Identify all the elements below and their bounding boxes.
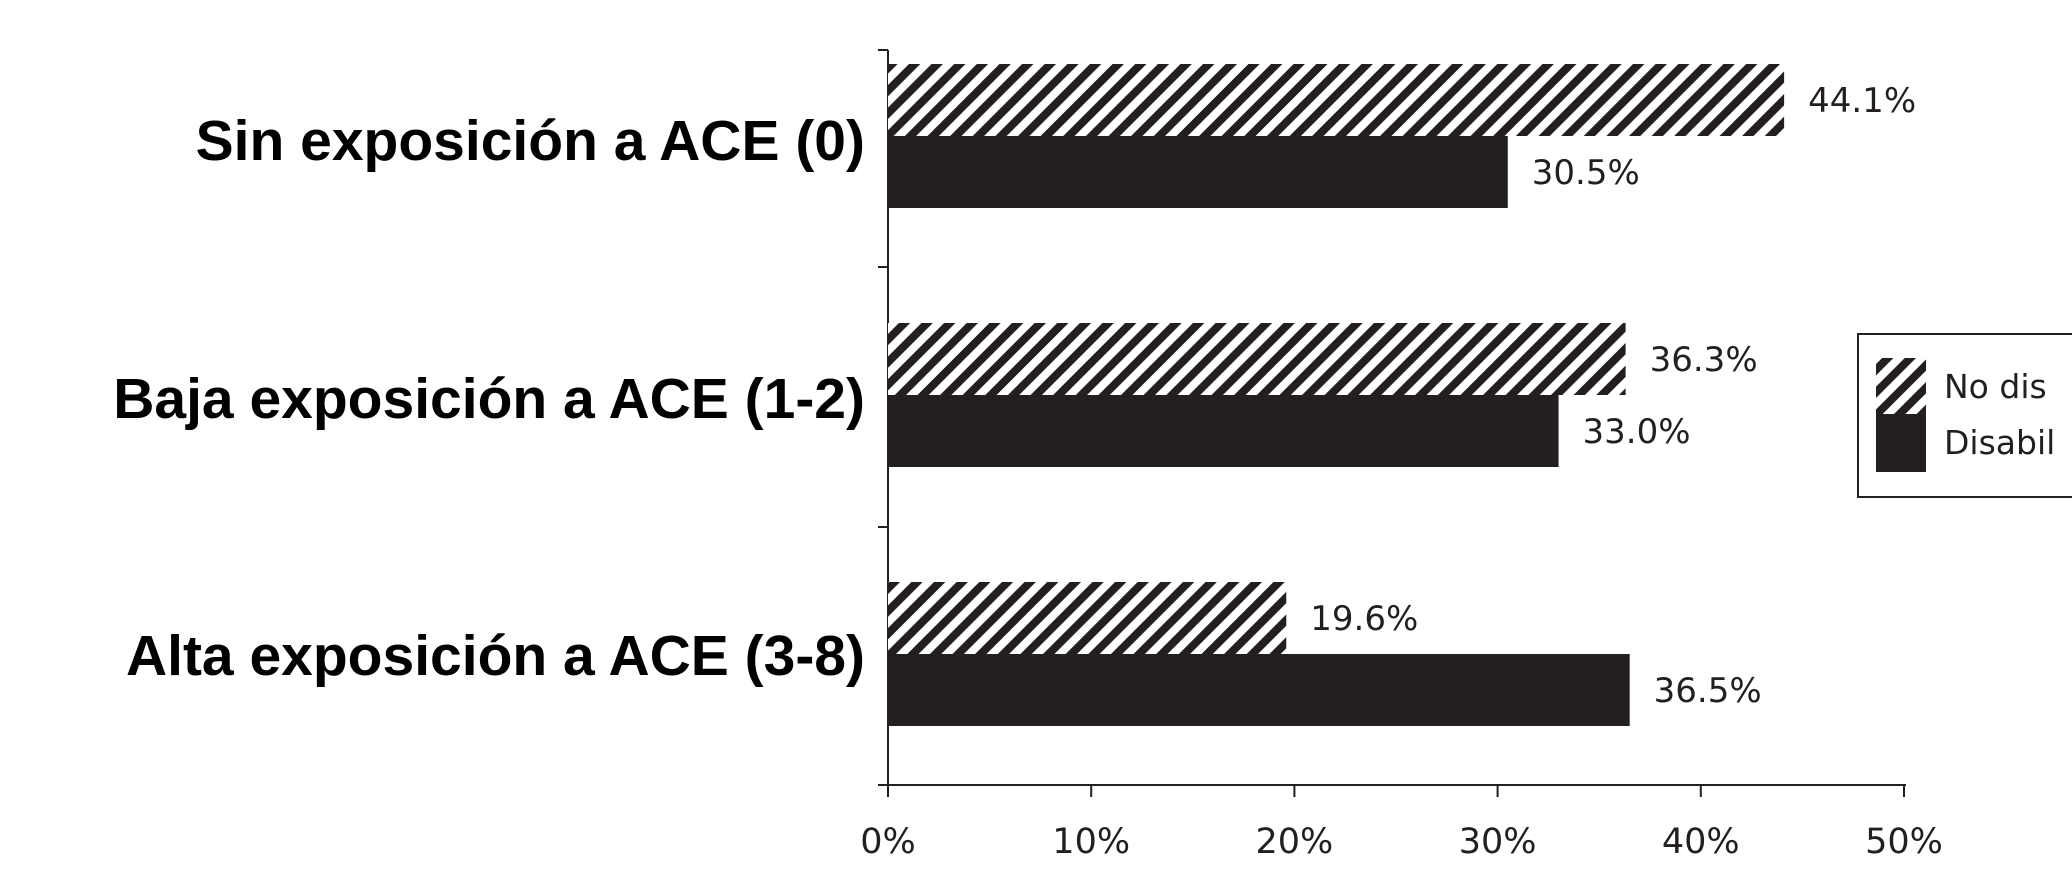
data-label: 36.3% xyxy=(1650,340,1758,380)
bar-hatched xyxy=(888,323,1626,395)
bar-solid xyxy=(888,136,1508,208)
data-label: 30.5% xyxy=(1532,153,1640,193)
plot-area: 0% 10% 20% 30% 40% 50% Sin exposición a ACE (0… xyxy=(113,49,1943,862)
x-tick-label: 10% xyxy=(1052,822,1130,862)
legend: No dis Disabil xyxy=(1857,333,2072,498)
data-label: 36.5% xyxy=(1654,671,1762,711)
legend-swatch-hatched xyxy=(1876,358,1926,416)
data-label: 19.6% xyxy=(1310,599,1418,639)
bar-hatched xyxy=(888,64,1785,136)
x-tick-label: 30% xyxy=(1459,822,1537,862)
bar-solid xyxy=(888,395,1559,467)
category-label: Alta exposición a ACE (3-8) xyxy=(126,624,865,688)
category-label: Sin exposición a ACE (0) xyxy=(196,109,865,173)
bar-hatched xyxy=(888,582,1287,654)
x-tick-label: 0% xyxy=(860,822,916,862)
category-label: Baja exposición a ACE (1-2) xyxy=(113,367,865,431)
x-tick-label: 40% xyxy=(1662,822,1740,862)
legend-label: Disabil xyxy=(1944,423,2055,462)
legend-swatch-solid xyxy=(1876,414,1926,472)
data-label: 33.0% xyxy=(1583,412,1691,452)
bar-solid xyxy=(888,654,1630,726)
data-label: 44.1% xyxy=(1808,81,1916,121)
x-tick-label: 50% xyxy=(1865,822,1943,862)
legend-label: No dis xyxy=(1944,367,2047,406)
x-tick-label: 20% xyxy=(1256,822,1334,862)
